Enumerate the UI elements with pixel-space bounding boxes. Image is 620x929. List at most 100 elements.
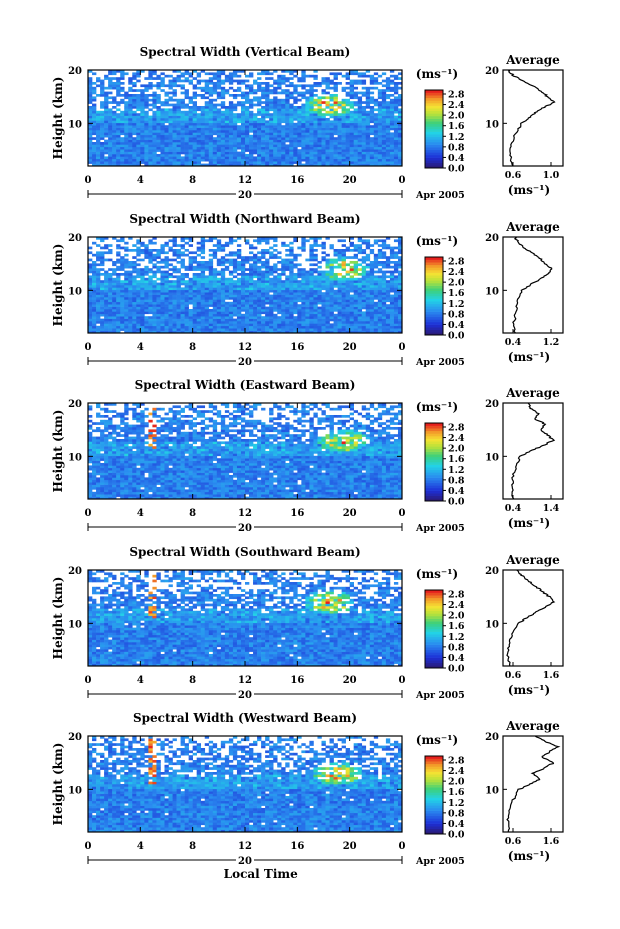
colorbar-step (425, 443, 443, 447)
avg-y-tick-label: 10 (485, 119, 499, 130)
colorbar-tick-label: 1.2 (448, 299, 465, 310)
colorbar-step (425, 592, 443, 596)
x-tick-label: 8 (189, 342, 196, 353)
avg-frame (502, 735, 564, 833)
x-tick-label: 12 (238, 841, 252, 852)
avg-x-unit: (ms⁻¹) (508, 350, 550, 364)
colorbar-step (425, 285, 443, 289)
colorbar-tick-label: 1.2 (448, 132, 465, 143)
colorbar-step (425, 118, 443, 122)
colorbar-step (425, 655, 443, 658)
x-tick-label: 12 (238, 675, 252, 686)
y-tick-label: 20 (68, 233, 82, 244)
colorbar-step (425, 644, 443, 648)
y-tick-label: 10 (68, 619, 82, 630)
date-day-bg (236, 688, 254, 700)
x-tick-label: 20 (343, 175, 357, 186)
colorbar-step (425, 332, 443, 336)
colorbar-step (425, 97, 443, 101)
colorbar-tick-label: 0.4 (448, 653, 465, 664)
x-tick-label: 16 (290, 841, 304, 852)
colorbar-step (425, 660, 443, 664)
colorbar-tick-label: 2.8 (448, 90, 465, 101)
date-month: Apr 2005 (415, 856, 465, 867)
colorbar-step (425, 136, 443, 140)
colorbar-step (425, 769, 443, 772)
x-tick-label: 0 (399, 508, 406, 519)
avg-x-tick-label: 0.6 (505, 170, 522, 181)
colorbar-step (425, 456, 443, 460)
x-tick-label: 20 (343, 508, 357, 519)
x-tick-label: 16 (290, 175, 304, 186)
colorbar-tick-label: 0.4 (448, 153, 465, 164)
heatmap (88, 403, 403, 500)
colorbar-tick-label: 0.4 (448, 486, 465, 497)
colorbar-step (425, 314, 443, 318)
colorbar-step (425, 155, 443, 158)
colorbar-step (425, 469, 443, 473)
colorbar-step (425, 789, 443, 793)
x-tick-label: 20 (343, 342, 357, 353)
colorbar-step (425, 805, 443, 809)
colorbar-tick-label: 2.4 (448, 267, 465, 278)
x-tick-label: 0 (399, 175, 406, 186)
y-tick-label: 20 (68, 566, 82, 577)
colorbar-step (425, 649, 443, 653)
colorbar-tick-label: 2.4 (448, 100, 465, 111)
colorbar-step (425, 623, 443, 627)
colorbar-tick-label: 1.2 (448, 465, 465, 476)
colorbar-step (425, 272, 443, 276)
colorbar-step (425, 756, 443, 759)
avg-title: Average (505, 386, 560, 400)
colorbar-step (425, 821, 443, 824)
date-month: Apr 2005 (415, 690, 465, 701)
colorbar-tick-label: 2.4 (448, 433, 465, 444)
avg-profile-line (506, 735, 561, 833)
avg-title: Average (505, 53, 560, 67)
colorbar-step (425, 126, 443, 130)
colorbar-step (425, 449, 443, 452)
x-tick-label: 4 (137, 675, 144, 686)
colorbar-tick-label: 2.0 (448, 611, 465, 622)
avg-x-unit: (ms⁻¹) (508, 516, 550, 530)
colorbar-step (425, 459, 443, 463)
colorbar-step (425, 482, 443, 486)
avg-profile-line (507, 69, 556, 167)
colorbar-tick-label: 1.6 (448, 454, 465, 465)
colorbar-step (425, 90, 443, 93)
colorbar-tick-label: 2.8 (448, 590, 465, 601)
colorbar-step (425, 103, 443, 106)
colorbar-step (425, 797, 443, 801)
colorbar-frame (424, 256, 444, 336)
panel-title: Spectral Width (Eastward Beam) (135, 378, 356, 392)
colorbar-step (425, 652, 443, 656)
x-tick-label: 8 (189, 508, 196, 519)
colorbar-step (425, 802, 443, 806)
colorbar-tick-label: 1.6 (448, 121, 465, 132)
colorbar-step (425, 165, 443, 169)
avg-title: Average (505, 553, 560, 567)
colorbar-step (425, 665, 443, 669)
colorbar-step (425, 100, 443, 104)
colorbar-step (425, 430, 443, 434)
colorbar-step (425, 436, 443, 439)
colorbar-step (425, 149, 443, 153)
colorbar-step (425, 311, 443, 315)
colorbar-step (425, 464, 443, 468)
colorbar-step (425, 129, 443, 132)
date-day: 20 (238, 190, 252, 201)
colorbar-step (425, 795, 443, 798)
y-axis-label: Height (km) (51, 577, 65, 660)
colorbar-step (425, 761, 443, 765)
colorbar-step (425, 603, 443, 606)
avg-y-tick-label: 20 (485, 399, 499, 410)
colorbar-tick-label: 0.8 (448, 475, 465, 486)
x-tick-label: 8 (189, 675, 196, 686)
colorbar-step (425, 639, 443, 643)
colorbar-step (425, 597, 443, 601)
colorbar-unit: (ms⁻¹) (416, 567, 458, 581)
colorbar-step (425, 590, 443, 593)
avg-x-unit: (ms⁻¹) (508, 849, 550, 863)
x-tick-label: 0 (399, 342, 406, 353)
colorbar-step (425, 634, 443, 638)
